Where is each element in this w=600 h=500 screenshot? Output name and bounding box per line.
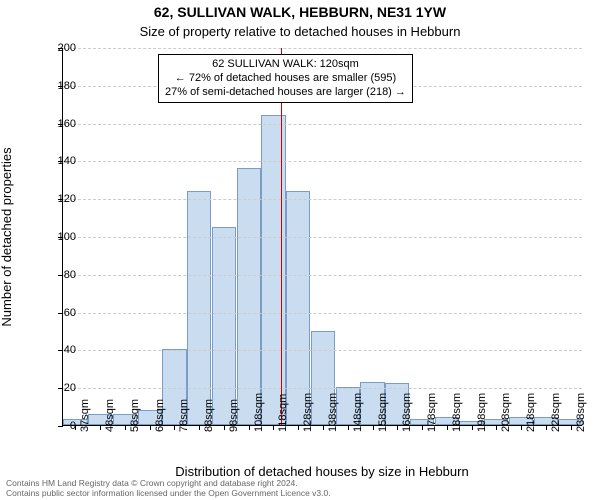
bar: [212, 227, 236, 425]
xtick-label: 118sqm: [277, 394, 289, 432]
bar: [237, 168, 261, 425]
ytick-label: 200: [40, 42, 76, 54]
xtick-label: 228sqm: [550, 393, 562, 432]
xtick-mark: [472, 425, 473, 430]
gridline: [63, 48, 582, 49]
ytick-label: 180: [40, 80, 76, 92]
chart-title-address: 62, SULLIVAN WALK, HEBBURN, NE31 1YW: [0, 4, 600, 20]
xtick-mark: [496, 425, 497, 430]
xtick-mark: [125, 425, 126, 430]
xtick-label: 198sqm: [476, 393, 488, 432]
xtick-label: 68sqm: [154, 399, 166, 432]
xtick-label: 238sqm: [575, 393, 587, 432]
y-axis-label: Number of detached properties: [0, 147, 14, 326]
ytick-label: 60: [40, 307, 76, 319]
xtick-mark: [422, 425, 423, 430]
ytick-label: 80: [40, 269, 76, 281]
xtick-label: 218sqm: [525, 393, 537, 432]
xtick-mark: [174, 425, 175, 430]
xtick-mark: [546, 425, 547, 430]
gridline: [63, 237, 582, 238]
ytick-label: 100: [40, 231, 76, 243]
xtick-mark: [571, 425, 572, 430]
ytick-label: 0: [40, 420, 76, 432]
xtick-label: 188sqm: [451, 393, 463, 432]
xtick-mark: [373, 425, 374, 430]
footer-text: Contains HM Land Registry data © Crown c…: [6, 479, 331, 499]
xtick-mark: [100, 425, 101, 430]
xtick-label: 88sqm: [203, 399, 215, 432]
ytick-label: 120: [40, 193, 76, 205]
xtick-mark: [323, 425, 324, 430]
xtick-mark: [521, 425, 522, 430]
annotation-line-2: ← 72% of detached houses are smaller (59…: [165, 72, 406, 86]
plot-area: 37sqm48sqm58sqm68sqm78sqm88sqm98sqm108sq…: [62, 48, 582, 426]
xtick-label: 158sqm: [377, 393, 389, 432]
xtick-mark: [447, 425, 448, 430]
xtick-mark: [199, 425, 200, 430]
xtick-label: 58sqm: [129, 399, 141, 432]
gridline: [63, 161, 582, 162]
gridline: [63, 199, 582, 200]
gridline: [63, 275, 582, 276]
xtick-label: 37sqm: [79, 399, 91, 432]
xtick-mark: [298, 425, 299, 430]
gridline: [63, 124, 582, 125]
xtick-label: 168sqm: [401, 393, 413, 432]
ytick-label: 20: [40, 382, 76, 394]
xtick-label: 148sqm: [352, 393, 364, 432]
xtick-mark: [273, 425, 274, 430]
ytick-label: 160: [40, 118, 76, 130]
chart-container: { "title_address": "62, SULLIVAN WALK, H…: [0, 0, 600, 500]
annotation-box: 62 SULLIVAN WALK: 120sqm ← 72% of detach…: [158, 54, 413, 103]
xtick-label: 178sqm: [426, 393, 438, 432]
bar: [187, 191, 211, 425]
chart-title-sub: Size of property relative to detached ho…: [0, 24, 600, 39]
xtick-label: 128sqm: [302, 393, 314, 432]
gridline: [63, 388, 582, 389]
xtick-label: 48sqm: [104, 399, 116, 432]
gridline: [63, 350, 582, 351]
xtick-label: 98sqm: [228, 399, 240, 432]
annotation-line-3: 27% of semi-detached houses are larger (…: [165, 86, 406, 100]
xtick-mark: [348, 425, 349, 430]
xtick-label: 138sqm: [327, 393, 339, 432]
xtick-label: 78sqm: [178, 399, 190, 432]
ytick-label: 140: [40, 155, 76, 167]
footer-line-2: Contains public sector information licen…: [6, 489, 331, 499]
gridline: [63, 313, 582, 314]
reference-line: [281, 48, 282, 425]
xtick-label: 208sqm: [500, 393, 512, 432]
ytick-label: 40: [40, 344, 76, 356]
xtick-mark: [397, 425, 398, 430]
bar: [286, 191, 310, 425]
xtick-label: 108sqm: [253, 393, 265, 432]
xtick-mark: [224, 425, 225, 430]
x-axis-label: Distribution of detached houses by size …: [62, 464, 582, 479]
xtick-mark: [249, 425, 250, 430]
xtick-mark: [150, 425, 151, 430]
annotation-line-1: 62 SULLIVAN WALK: 120sqm: [165, 58, 406, 72]
